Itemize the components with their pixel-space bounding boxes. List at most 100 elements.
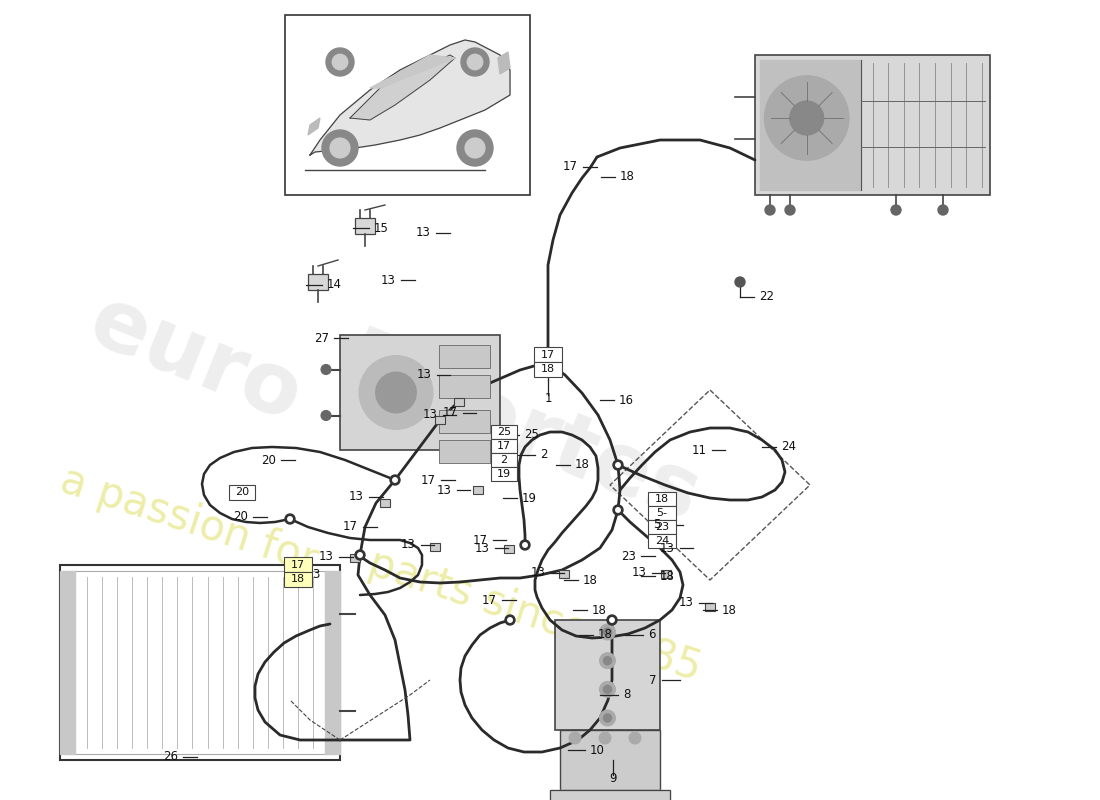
Circle shape xyxy=(609,618,614,622)
Text: 2: 2 xyxy=(540,449,548,462)
Text: 6: 6 xyxy=(648,629,656,642)
Polygon shape xyxy=(350,55,455,120)
Circle shape xyxy=(505,615,515,625)
Text: 25: 25 xyxy=(524,429,539,442)
Text: 13: 13 xyxy=(349,490,364,503)
Text: 13: 13 xyxy=(660,542,675,554)
Text: 9: 9 xyxy=(609,772,617,785)
Bar xyxy=(648,520,676,534)
Text: 18: 18 xyxy=(654,494,669,504)
Bar xyxy=(504,545,514,553)
Bar xyxy=(491,453,517,467)
Bar xyxy=(755,55,990,195)
Text: 17: 17 xyxy=(497,441,512,451)
Text: 24: 24 xyxy=(781,441,796,454)
Text: a passion for: a passion for xyxy=(55,458,322,582)
Text: 18: 18 xyxy=(583,574,598,586)
Text: euro: euro xyxy=(77,280,314,440)
Text: 17: 17 xyxy=(443,406,458,419)
Bar xyxy=(355,218,375,234)
Text: 27: 27 xyxy=(314,331,329,345)
Circle shape xyxy=(285,514,295,524)
Bar xyxy=(60,565,340,760)
Circle shape xyxy=(790,101,824,135)
Bar xyxy=(661,570,671,578)
Circle shape xyxy=(604,686,612,694)
Circle shape xyxy=(546,360,550,364)
Circle shape xyxy=(355,550,365,560)
Bar xyxy=(434,416,446,424)
Circle shape xyxy=(616,508,620,512)
Text: 17: 17 xyxy=(482,594,497,606)
Bar xyxy=(350,554,360,562)
Text: 13: 13 xyxy=(416,226,431,239)
Text: 13: 13 xyxy=(319,550,334,563)
Polygon shape xyxy=(370,55,455,88)
Circle shape xyxy=(604,657,612,665)
Circle shape xyxy=(543,357,553,367)
Text: 8: 8 xyxy=(623,689,630,702)
Circle shape xyxy=(358,553,362,558)
Text: 18: 18 xyxy=(620,170,635,183)
Polygon shape xyxy=(310,40,510,155)
Bar xyxy=(430,543,440,551)
Circle shape xyxy=(393,478,397,482)
Text: 17: 17 xyxy=(473,534,488,546)
Text: 17: 17 xyxy=(290,559,305,570)
Text: 13: 13 xyxy=(531,566,546,579)
Circle shape xyxy=(456,130,493,166)
Circle shape xyxy=(360,356,432,430)
Circle shape xyxy=(520,540,530,550)
Bar xyxy=(308,274,328,290)
Text: 23: 23 xyxy=(621,550,636,562)
Circle shape xyxy=(785,205,795,215)
Polygon shape xyxy=(60,571,75,754)
Circle shape xyxy=(629,732,641,744)
Circle shape xyxy=(613,460,623,470)
Text: 15: 15 xyxy=(374,222,389,234)
Text: 16: 16 xyxy=(619,394,634,406)
Text: 13: 13 xyxy=(424,409,438,422)
Circle shape xyxy=(600,732,610,744)
Text: 18: 18 xyxy=(598,629,613,642)
Bar xyxy=(559,570,569,578)
Circle shape xyxy=(600,653,616,669)
Bar xyxy=(66,571,334,754)
Circle shape xyxy=(321,410,331,421)
Text: 26: 26 xyxy=(163,750,178,763)
Bar xyxy=(284,557,312,572)
Circle shape xyxy=(522,542,527,547)
Bar xyxy=(534,362,562,377)
Circle shape xyxy=(376,372,416,413)
Text: 18: 18 xyxy=(592,603,607,617)
Circle shape xyxy=(764,205,776,215)
Bar xyxy=(491,439,517,453)
Text: 23: 23 xyxy=(654,522,669,532)
Polygon shape xyxy=(550,790,670,800)
Polygon shape xyxy=(324,571,340,754)
Text: Pportes: Pportes xyxy=(330,323,711,541)
Circle shape xyxy=(288,517,293,522)
Text: 3: 3 xyxy=(312,569,319,582)
Text: 17: 17 xyxy=(541,350,556,359)
Text: 13: 13 xyxy=(381,274,396,286)
Bar xyxy=(285,15,530,195)
Circle shape xyxy=(461,48,490,76)
Circle shape xyxy=(938,205,948,215)
Circle shape xyxy=(465,138,485,158)
Text: 17: 17 xyxy=(563,161,578,174)
Text: 18: 18 xyxy=(575,458,590,471)
Polygon shape xyxy=(760,60,860,190)
Circle shape xyxy=(607,615,617,625)
Text: 13: 13 xyxy=(475,542,490,554)
Text: 13: 13 xyxy=(679,597,694,610)
Bar xyxy=(473,486,483,494)
Bar xyxy=(560,730,660,790)
Circle shape xyxy=(600,682,616,698)
Text: 18: 18 xyxy=(290,574,305,585)
Circle shape xyxy=(735,277,745,287)
Circle shape xyxy=(604,714,612,722)
Text: 7: 7 xyxy=(649,674,657,686)
Text: 19: 19 xyxy=(522,491,537,505)
Text: 22: 22 xyxy=(759,290,774,303)
